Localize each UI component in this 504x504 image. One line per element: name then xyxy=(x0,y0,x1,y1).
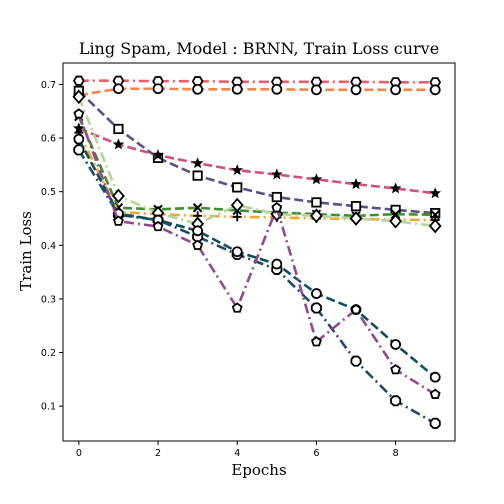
data-point xyxy=(429,84,441,96)
series-2 xyxy=(73,83,441,101)
data-point xyxy=(112,138,125,150)
series-7 xyxy=(72,89,442,234)
data-point xyxy=(192,170,203,181)
data-point xyxy=(390,363,402,375)
axis-ticks: 0 2 4 6 8 0.1 0.2 0.3 0.4 0.5 0.6 0.7 xyxy=(41,80,399,459)
chart-title: Ling Spam, Model : BRNN, Train Loss curv… xyxy=(79,39,439,58)
data-point xyxy=(231,164,244,176)
series-line xyxy=(78,79,436,84)
series-line xyxy=(77,89,436,215)
data-point xyxy=(390,395,402,407)
data-point xyxy=(310,302,322,314)
series-line xyxy=(77,113,436,396)
data-point xyxy=(310,173,323,185)
data-point xyxy=(232,182,243,193)
y-tick-label: 0.4 xyxy=(41,241,56,252)
series-line xyxy=(77,116,436,218)
data-point xyxy=(390,84,402,96)
y-tick-label: 0.3 xyxy=(41,294,56,305)
y-tick-label: 0.1 xyxy=(41,402,56,413)
data-point xyxy=(113,83,124,95)
data-point xyxy=(112,188,125,204)
data-point xyxy=(231,246,243,258)
data-point xyxy=(349,211,363,226)
y-axis-label: Train Loss xyxy=(17,211,35,291)
x-tick-label: 8 xyxy=(393,448,399,459)
y-tick-label: 0.6 xyxy=(41,134,56,145)
data-point xyxy=(192,239,204,250)
data-point xyxy=(271,83,283,95)
data-point xyxy=(310,336,322,347)
plot-area xyxy=(72,75,442,429)
data-point xyxy=(113,215,124,226)
x-tick-label: 0 xyxy=(76,448,82,459)
data-point xyxy=(191,157,204,169)
data-point xyxy=(232,212,242,222)
x-tick-label: 2 xyxy=(155,448,161,459)
data-point xyxy=(350,178,362,190)
data-point xyxy=(73,133,85,145)
data-point xyxy=(389,213,402,229)
series-line xyxy=(78,127,436,195)
data-point xyxy=(72,89,86,105)
data-point xyxy=(271,191,282,203)
data-point xyxy=(73,108,85,119)
data-point xyxy=(311,288,322,299)
data-point xyxy=(271,168,283,180)
series-1 xyxy=(73,75,442,88)
data-point xyxy=(192,203,203,213)
data-point xyxy=(350,303,362,315)
data-point xyxy=(152,220,164,232)
series-3 xyxy=(73,85,441,219)
data-point xyxy=(192,225,204,237)
data-point xyxy=(113,123,124,135)
data-point xyxy=(231,302,243,313)
data-point xyxy=(192,83,204,95)
data-point xyxy=(428,218,442,234)
data-point xyxy=(230,197,244,213)
x-axis-label: Epochs xyxy=(231,461,286,479)
data-point xyxy=(231,83,243,95)
series-4 xyxy=(73,122,441,199)
data-point xyxy=(311,197,322,208)
y-tick-label: 0.7 xyxy=(41,80,56,91)
data-point xyxy=(429,388,441,399)
x-tick-label: 4 xyxy=(234,448,240,459)
data-point xyxy=(350,201,362,212)
data-point xyxy=(152,149,164,161)
y-tick-label: 0.5 xyxy=(41,187,56,198)
data-point xyxy=(429,417,441,429)
data-point xyxy=(311,84,322,96)
data-point xyxy=(152,83,164,95)
data-point xyxy=(429,187,441,199)
data-point xyxy=(271,258,283,270)
data-point xyxy=(430,210,440,220)
data-point xyxy=(271,202,283,213)
series-5 xyxy=(74,111,440,221)
data-point xyxy=(73,75,85,86)
series-line xyxy=(77,138,437,379)
series-line xyxy=(77,132,436,222)
series-line xyxy=(77,96,436,228)
data-point xyxy=(310,208,323,224)
plot-frame xyxy=(62,62,456,442)
series-10 xyxy=(73,108,441,399)
x-tick-label: 6 xyxy=(313,448,319,459)
data-point xyxy=(350,84,362,96)
data-point xyxy=(429,371,441,383)
data-point xyxy=(350,355,362,367)
series-line xyxy=(78,87,436,97)
y-tick-label: 0.2 xyxy=(41,348,56,359)
data-point xyxy=(390,339,402,350)
data-point xyxy=(389,182,402,194)
